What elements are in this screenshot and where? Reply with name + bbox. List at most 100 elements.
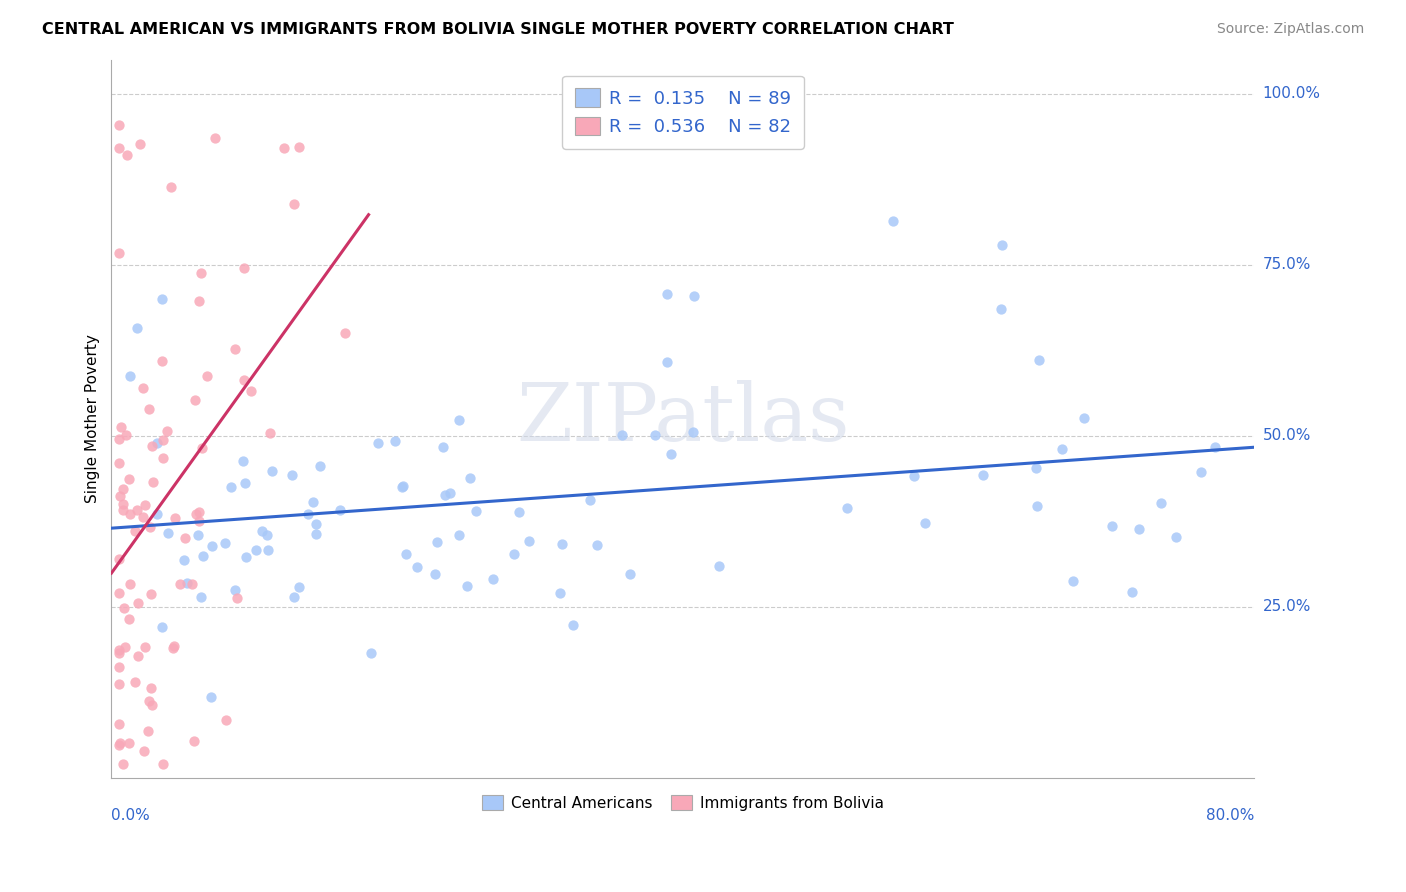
Point xyxy=(183,734,205,748)
Point xyxy=(333,326,356,340)
Point xyxy=(139,587,162,601)
Point xyxy=(108,141,131,155)
Point xyxy=(297,508,319,522)
Point xyxy=(439,486,461,500)
Point xyxy=(517,533,540,548)
Point xyxy=(384,434,406,448)
Point xyxy=(503,547,526,561)
Point xyxy=(655,355,678,369)
Point xyxy=(235,476,257,491)
Text: 25.0%: 25.0% xyxy=(1263,599,1310,615)
Point xyxy=(1204,440,1226,454)
Point xyxy=(434,488,457,502)
Text: Source: ZipAtlas.com: Source: ZipAtlas.com xyxy=(1216,22,1364,37)
Point xyxy=(1128,522,1150,536)
Text: 100.0%: 100.0% xyxy=(1263,87,1320,102)
Point xyxy=(127,596,149,610)
Point xyxy=(406,560,429,574)
Point xyxy=(107,739,129,753)
Point xyxy=(107,457,129,471)
Point xyxy=(107,676,129,690)
Text: 50.0%: 50.0% xyxy=(1263,428,1310,443)
Point xyxy=(610,427,633,442)
Point xyxy=(163,639,186,653)
Point xyxy=(1062,574,1084,588)
Point xyxy=(232,261,254,276)
Point xyxy=(107,659,129,673)
Point xyxy=(107,432,129,446)
Point xyxy=(426,534,449,549)
Point xyxy=(1150,496,1173,510)
Point xyxy=(245,542,267,557)
Point xyxy=(150,354,173,368)
Point xyxy=(146,507,169,521)
Point xyxy=(835,500,858,515)
Point xyxy=(578,492,600,507)
Point xyxy=(423,566,446,581)
Point xyxy=(188,505,211,519)
Point xyxy=(225,591,247,606)
Point xyxy=(132,380,155,394)
Text: ZIPatlas: ZIPatlas xyxy=(516,380,849,458)
Point xyxy=(1121,585,1143,599)
Point xyxy=(195,369,218,384)
Point xyxy=(262,464,284,478)
Point xyxy=(561,617,583,632)
Point xyxy=(173,531,195,545)
Point xyxy=(482,572,505,586)
Point xyxy=(156,425,179,439)
Point xyxy=(132,509,155,524)
Point xyxy=(127,649,149,664)
Point xyxy=(1101,519,1123,533)
Point xyxy=(914,516,936,530)
Point xyxy=(141,698,163,712)
Point xyxy=(655,287,678,301)
Point xyxy=(903,469,925,483)
Point xyxy=(682,425,704,439)
Point xyxy=(191,549,214,563)
Point xyxy=(120,577,142,591)
Point xyxy=(115,428,138,442)
Point xyxy=(200,690,222,704)
Point xyxy=(990,302,1012,317)
Point xyxy=(259,426,281,441)
Point xyxy=(1050,442,1073,456)
Point xyxy=(305,527,328,541)
Point xyxy=(107,646,129,660)
Point xyxy=(392,478,415,492)
Text: CENTRAL AMERICAN VS IMMIGRANTS FROM BOLIVIA SINGLE MOTHER POVERTY CORRELATION CH: CENTRAL AMERICAN VS IMMIGRANTS FROM BOLI… xyxy=(42,22,955,37)
Point xyxy=(108,736,131,750)
Point xyxy=(644,428,666,442)
Point xyxy=(163,511,186,525)
Point xyxy=(367,436,389,450)
Point xyxy=(152,757,174,772)
Point xyxy=(118,612,141,626)
Point xyxy=(460,470,482,484)
Point xyxy=(136,723,159,738)
Point xyxy=(1026,499,1049,513)
Point xyxy=(1028,352,1050,367)
Point xyxy=(551,537,574,551)
Point xyxy=(256,528,278,542)
Point xyxy=(214,536,236,550)
Point xyxy=(132,743,155,757)
Point xyxy=(146,436,169,450)
Point xyxy=(150,620,173,634)
Point xyxy=(157,526,180,541)
Point xyxy=(659,447,682,461)
Y-axis label: Single Mother Poverty: Single Mother Poverty xyxy=(86,334,100,503)
Point xyxy=(128,136,150,151)
Point xyxy=(184,392,207,407)
Point xyxy=(184,507,207,521)
Point xyxy=(191,442,214,456)
Point xyxy=(391,480,413,494)
Point xyxy=(240,384,263,399)
Point xyxy=(107,643,129,657)
Point xyxy=(107,717,129,731)
Point xyxy=(118,472,141,486)
Point xyxy=(283,196,305,211)
Point xyxy=(257,543,280,558)
Text: 75.0%: 75.0% xyxy=(1263,257,1310,272)
Point xyxy=(283,590,305,604)
Point xyxy=(447,413,470,427)
